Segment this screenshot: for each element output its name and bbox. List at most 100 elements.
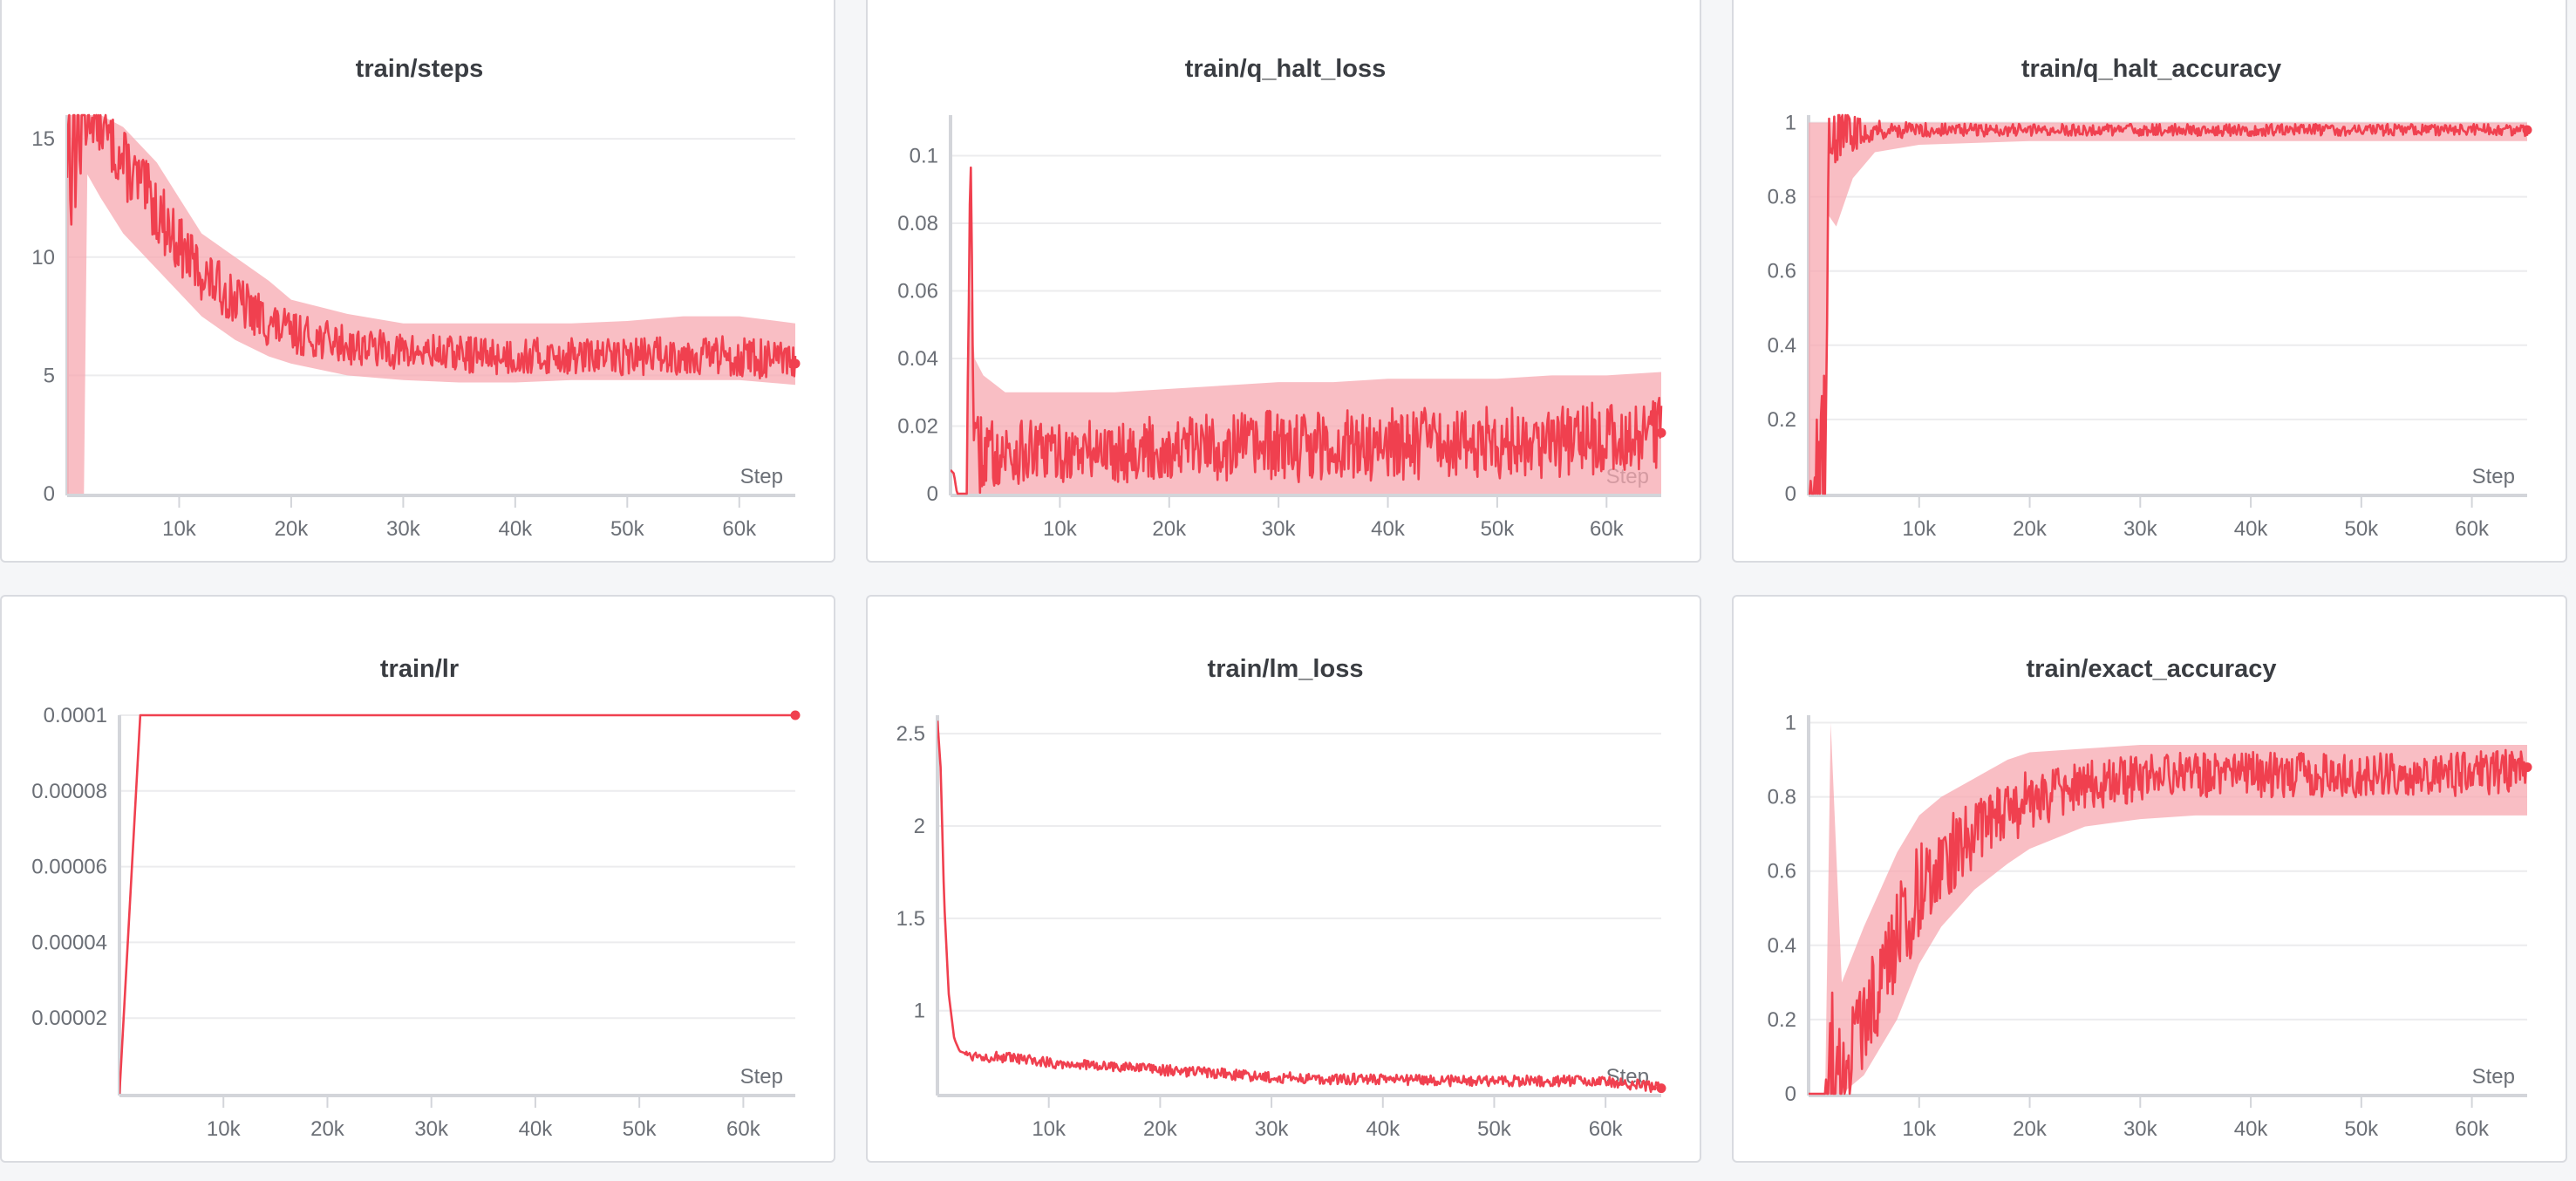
x-tick-label: 60k <box>1590 517 1625 541</box>
x-tick-label: 10k <box>1043 517 1078 541</box>
x-tick-label: 30k <box>414 1117 449 1141</box>
x-tick-label: 50k <box>2344 517 2379 541</box>
y-tick-label: 5 <box>44 364 55 387</box>
series-line <box>119 713 795 1095</box>
chart-svg: train/lr 0.00002 0.00004 0.00006 0.00008 0.00… <box>31 655 801 1141</box>
x-tick-label: 20k <box>2013 1117 2048 1141</box>
series-endpoint <box>790 358 801 369</box>
chart-title: train/steps <box>356 55 484 83</box>
y-tick-label: 0.02 <box>897 415 938 439</box>
y-tick-label: 0.6 <box>1768 860 1796 884</box>
x-tick-label: 40k <box>2234 517 2269 541</box>
x-tick-label: 20k <box>1143 1117 1178 1141</box>
y-tick-label: 0 <box>927 482 938 506</box>
x-tick-label: 60k <box>2455 1117 2490 1141</box>
series-line <box>951 166 1663 495</box>
x-axis-label: Step <box>740 1065 783 1089</box>
panel-train-lr: train/lr 0.00002 0.00004 0.00006 0.00008 0.00… <box>0 595 835 1163</box>
x-tick-label: 60k <box>2455 517 2490 541</box>
y-tick-label: 2 <box>914 815 925 838</box>
plot-area <box>119 713 795 1095</box>
x-tick-label: 10k <box>1902 1117 1937 1141</box>
plot-area <box>937 720 1662 1094</box>
chart-title: train/q_halt_accuracy <box>2021 55 2281 83</box>
y-tick-label: 2.5 <box>896 722 925 746</box>
x-tick-label: 10k <box>1902 517 1937 541</box>
x-tick-label: 30k <box>1255 1117 1290 1141</box>
x-tick-label: 60k <box>722 517 757 541</box>
panel-train-exact-accuracy: train/exact_accuracy 0 0.2 0.4 0.6 0.8 1 10k 20k… <box>1732 595 2567 1163</box>
chart-svg: train/q_halt_accuracy 0 0.2 0.4 0.6 0.8 1 10k 20… <box>1768 55 2532 541</box>
y-tick-label: 10 <box>31 246 55 270</box>
x-tick-label: 30k <box>2123 517 2158 541</box>
y-tick-label: 0.04 <box>897 347 938 371</box>
chart-title: train/exact_accuracy <box>2027 655 2277 683</box>
x-tick-label: 60k <box>1589 1117 1624 1141</box>
y-tick-label: 0.0001 <box>44 704 107 727</box>
panel-train-q-halt-loss: train/q_halt_loss 0 0.02 0.04 0.06 0.08 0.1 10k… <box>866 0 1701 563</box>
y-tick-label: 0.00008 <box>31 780 107 803</box>
chart-svg: train/steps 0 5 10 15 10k 20k 30k 40k 50k 60k Step <box>31 55 801 541</box>
chart-svg: train/exact_accuracy 0 0.2 0.4 0.6 0.8 1 10k 20k… <box>1768 655 2532 1141</box>
y-tick-label: 0 <box>1785 1082 1796 1106</box>
y-tick-label: 0.00004 <box>31 931 107 954</box>
y-tick-label: 0 <box>1785 482 1796 506</box>
y-tick-label: 0.1 <box>910 145 938 168</box>
x-tick-label: 50k <box>623 1117 658 1141</box>
series-endpoint <box>1656 1083 1666 1094</box>
x-tick-label: 20k <box>1152 517 1187 541</box>
y-tick-label: 0.4 <box>1768 934 1796 958</box>
series-line <box>1809 748 2529 1096</box>
chart-title: train/lm_loss <box>1208 655 1364 683</box>
y-tick-label: 0.8 <box>1768 786 1796 809</box>
series-endpoint <box>2522 762 2532 773</box>
x-tick-label: 50k <box>610 517 645 541</box>
chart-title: train/q_halt_loss <box>1185 55 1386 83</box>
series-endpoint <box>790 710 801 720</box>
x-tick-label: 40k <box>2234 1117 2269 1141</box>
series-line <box>937 720 1662 1094</box>
x-tick-label: 20k <box>275 517 310 541</box>
series-band <box>1809 122 2527 494</box>
series-line <box>1809 113 2529 495</box>
x-tick-label: 60k <box>726 1117 761 1141</box>
x-tick-label: 50k <box>2344 1117 2379 1141</box>
x-tick-label: 40k <box>498 517 533 541</box>
series-endpoint <box>2522 125 2532 135</box>
panel-train-lm-loss: train/lm_loss 1 1.5 2 2.5 10k 20k 30k 40k 50k 60k S… <box>866 595 1701 1163</box>
panel-train-steps: train/steps 0 5 10 15 10k 20k 30k 40k 50k 60k Step <box>0 0 835 563</box>
y-tick-label: 0.06 <box>897 280 938 304</box>
y-tick-label: 1.5 <box>896 907 925 931</box>
x-axis-label: Step <box>740 465 783 488</box>
series-endpoint <box>1656 427 1666 438</box>
x-tick-label: 20k <box>310 1117 345 1141</box>
plot-area <box>951 166 1663 495</box>
y-tick-label: 0.8 <box>1768 186 1796 209</box>
plot-area <box>1809 113 2529 495</box>
x-tick-label: 40k <box>1371 517 1406 541</box>
x-tick-label: 40k <box>519 1117 554 1141</box>
plot-area <box>67 113 797 494</box>
y-tick-label: 0 <box>44 482 55 506</box>
x-tick-label: 10k <box>162 517 197 541</box>
series-band <box>67 115 795 494</box>
x-tick-label: 50k <box>1477 1117 1512 1141</box>
x-tick-label: 10k <box>1032 1117 1067 1141</box>
x-tick-label: 30k <box>386 517 421 541</box>
y-tick-label: 0.00002 <box>31 1007 107 1030</box>
x-tick-label: 20k <box>2013 517 2048 541</box>
y-tick-label: 0.2 <box>1768 1008 1796 1032</box>
plot-area <box>1809 722 2529 1096</box>
x-tick-label: 40k <box>1366 1117 1400 1141</box>
y-tick-label: 1 <box>914 1000 925 1023</box>
y-tick-label: 1 <box>1785 112 1796 135</box>
series-line <box>67 113 797 380</box>
x-tick-label: 30k <box>1262 517 1297 541</box>
x-tick-label: 10k <box>207 1117 242 1141</box>
x-axis-label: Step <box>2472 1065 2515 1089</box>
y-tick-label: 15 <box>31 127 55 151</box>
x-tick-label: 30k <box>2123 1117 2158 1141</box>
chart-svg: train/q_halt_loss 0 0.02 0.04 0.06 0.08 0.1 10k… <box>897 55 1666 541</box>
y-tick-label: 0.00006 <box>31 856 107 879</box>
